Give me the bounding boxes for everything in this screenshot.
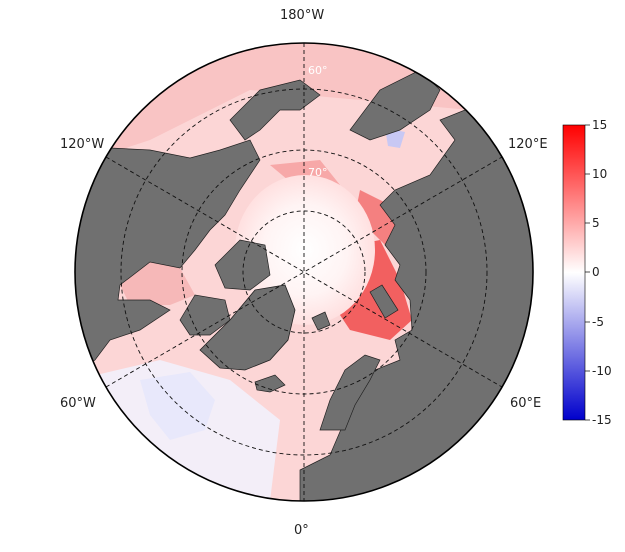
labrador-negative-anomaly <box>140 372 215 440</box>
colorbar-tick-15: 15 <box>592 118 608 132</box>
land-novaya-zemlya <box>369 284 399 319</box>
longitude-label-lower-right: 60°E <box>510 396 542 411</box>
land-chukotka <box>349 69 441 141</box>
latitude-label-60: 60° <box>308 64 328 77</box>
latitude-circle-80 <box>242 210 366 334</box>
colorbar-ticks <box>585 124 590 421</box>
colorbar-tick-minus15: -15 <box>592 413 612 427</box>
colorbar-tick-minus10: -10 <box>592 364 612 378</box>
colorbar <box>562 124 586 421</box>
longitude-label-lower-left: 60°W <box>60 396 96 411</box>
land-greenland <box>199 284 296 371</box>
graticule <box>105 43 503 501</box>
longitude-label-top: 180°W <box>280 8 325 23</box>
land-scandinavia <box>319 354 381 431</box>
colorbar-tick-0: 0 <box>592 265 600 279</box>
land-north-america <box>75 139 261 371</box>
longitude-label-upper-left: 120°W <box>60 137 105 152</box>
longitude-label-upper-right: 120°E <box>508 137 548 152</box>
colorbar-tick-5: 5 <box>592 216 600 230</box>
longitude-label-bottom: 0° <box>294 523 309 538</box>
colorbar-tick-minus5: -5 <box>592 315 604 329</box>
colorbar-tick-10: 10 <box>592 167 608 181</box>
meridian-60w-120e <box>105 156 503 388</box>
latitude-label-70: 70° <box>308 166 328 179</box>
meridian-120w-60e <box>105 156 503 388</box>
land-alaska-chukotka <box>229 79 321 141</box>
land-svalbard <box>311 311 331 331</box>
hudson-bay-anomaly <box>120 262 195 305</box>
map-border <box>74 42 534 502</box>
land-ellesmere <box>214 239 271 291</box>
land-iceland <box>254 374 286 393</box>
